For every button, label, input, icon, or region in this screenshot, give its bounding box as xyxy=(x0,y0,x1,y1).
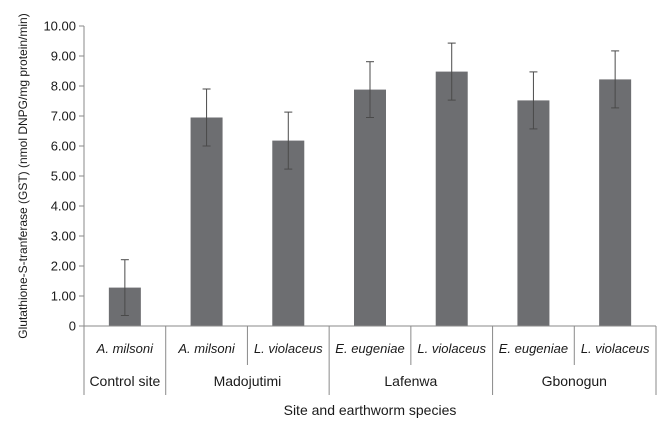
site-label: Control site xyxy=(89,373,160,389)
y-tick-label: 5.00 xyxy=(51,169,76,184)
y-tick-label: 1.00 xyxy=(51,289,76,304)
species-label: A. milsoni xyxy=(96,341,154,356)
y-tick-label: 10.00 xyxy=(43,19,76,34)
site-label: Lafenwa xyxy=(384,373,437,389)
bar xyxy=(354,89,386,326)
y-tick-label: 6.00 xyxy=(51,139,76,154)
bar xyxy=(517,100,550,327)
site-label: Madojutimi xyxy=(214,373,282,389)
bar xyxy=(599,79,632,327)
bar xyxy=(435,71,468,326)
x-axis: A. milsoni A. milsoni L. violaceus E. eugen… xyxy=(83,325,657,395)
error-bars xyxy=(120,42,620,316)
species-label: L. violaceus xyxy=(254,341,323,356)
y-tick-label: 9.00 xyxy=(51,49,76,64)
y-tick-label: 4.00 xyxy=(51,199,76,214)
species-label: E. eugeniae xyxy=(499,341,568,356)
y-axis: 0 1.00 2.00 3.00 4.00 5.00 6.00 7.00 8.00 9.00 10.… xyxy=(43,19,85,334)
species-label: E. eugeniae xyxy=(335,341,404,356)
bar xyxy=(272,140,305,326)
y-tick-label: 3.00 xyxy=(51,229,76,244)
species-label: L. violaceus xyxy=(417,341,486,356)
bar xyxy=(190,117,223,326)
species-label: L. violaceus xyxy=(581,341,650,356)
y-tick-label: 2.00 xyxy=(51,259,76,274)
y-tick-label: 8.00 xyxy=(51,79,76,94)
species-label: A. milsoni xyxy=(177,341,235,356)
x-axis-label: Site and earthworm species xyxy=(284,402,457,418)
bars xyxy=(108,71,632,327)
y-tick-label: 0 xyxy=(69,319,76,334)
y-tick-label: 7.00 xyxy=(51,109,76,124)
site-label: Gbonogun xyxy=(542,373,607,389)
y-axis-label: Glutathione-S-tranferase (GST) (nmol DNP… xyxy=(16,13,30,338)
